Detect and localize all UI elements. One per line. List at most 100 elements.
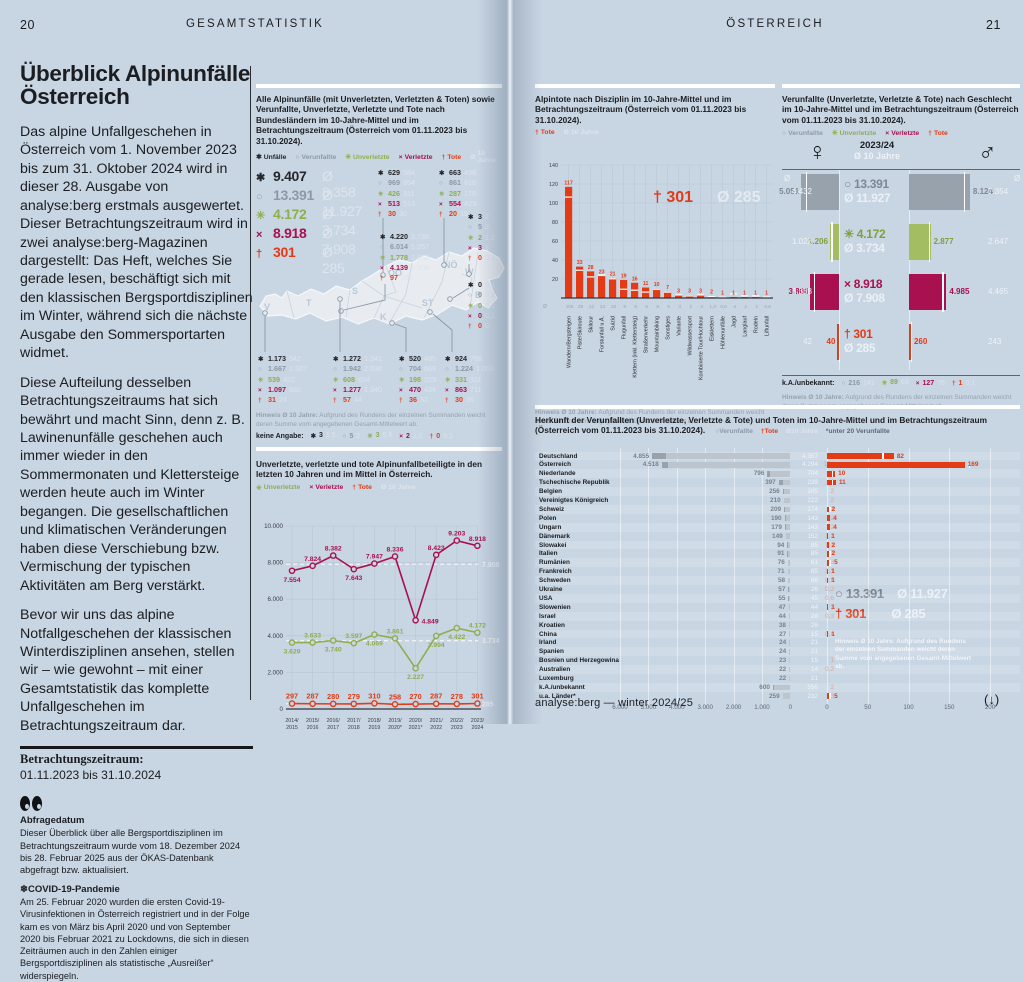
female-bar-unverletzte	[829, 224, 839, 261]
svg-text:7.643: 7.643	[345, 575, 362, 582]
legend-label: Tote	[447, 153, 462, 161]
center-guide	[839, 170, 840, 371]
mean-bar	[789, 586, 790, 593]
female-mean: 3.368	[791, 287, 812, 297]
disziplin-chart: Alpintote nach Disziplin im 10-Jahre-Mit…	[535, 84, 775, 426]
verunfallte-icon: ○	[782, 129, 787, 137]
metric-icon: ○	[439, 180, 443, 188]
origin-row: Italien 91 85 3 2	[535, 549, 1020, 558]
map-label-ST: ST	[422, 298, 434, 308]
svg-text:3.629: 3.629	[283, 648, 300, 655]
axis-label: 3.000	[697, 703, 713, 711]
legend-label: Tote	[933, 129, 948, 137]
legend-label: Unverletzte	[839, 129, 877, 137]
svg-text:106: 106	[566, 304, 574, 309]
origin-row: Ungarn 179 143 2 4	[535, 522, 1020, 532]
svg-text:10.000: 10.000	[264, 523, 283, 530]
state-value: 520	[409, 354, 421, 364]
state-mean: 24	[279, 394, 287, 404]
male-bar-verunfallte	[909, 174, 970, 211]
state-mean: 854	[403, 178, 415, 188]
svg-text:2: 2	[755, 304, 758, 309]
ka-mean: 2	[356, 433, 361, 441]
grid-line	[949, 447, 951, 705]
tote-mean-tick	[882, 453, 884, 459]
state-row: ✱ 1.173 942	[258, 354, 307, 364]
state-mean: 32	[420, 394, 428, 404]
ka-mean: 0,1	[443, 433, 453, 441]
mean-bar	[785, 515, 790, 522]
verunfallte-mean: 174	[807, 505, 818, 513]
tote-bar	[827, 542, 829, 548]
eyes-icon	[20, 796, 253, 812]
country-label: k.A./unbekannt	[539, 683, 585, 691]
center-guide	[909, 170, 910, 371]
state-mean: 498	[464, 168, 476, 178]
country-label: Israel	[539, 612, 556, 620]
metric-icon: ✱	[468, 282, 474, 290]
state-row: ✱ 3 2	[468, 212, 495, 222]
tote-mean: Ø 285	[888, 605, 926, 621]
state-mean: 30	[399, 208, 407, 218]
verunfallte-value: 71	[777, 568, 785, 576]
state-mean: 2.038	[364, 364, 382, 374]
state-borders	[286, 252, 479, 323]
tote-value: 1	[831, 603, 835, 611]
article-paragraph: Diese Aufteilung desselben Betrachtungsz…	[20, 374, 245, 594]
female-value: 5.051	[779, 187, 800, 197]
state-row: † 0 0,1	[468, 253, 495, 263]
legend-item: ○Verunfallte	[295, 154, 336, 161]
map-chart-legend: ✱ Unfälle ○ Verunfallte ✳ Unverletzte × Verletz…	[256, 150, 502, 164]
verunfallte-value: 4.855	[633, 452, 650, 460]
tote-mean: 2	[830, 514, 834, 522]
state-mean: 1.341	[364, 354, 382, 364]
center-value: † 301	[844, 327, 873, 342]
svg-text:278: 278	[451, 692, 463, 701]
section-rule	[256, 84, 502, 88]
center-label-unverletzte: ✳ 4.172 Ø 3.734	[844, 227, 908, 255]
svg-text:3.994: 3.994	[428, 642, 445, 649]
svg-text:2: 2	[744, 304, 747, 309]
legend-item: ✳ Unverletzte	[256, 484, 300, 492]
geschlecht-canvas: ♀ ♂ 2023/24 Ø 10 Jahre Ø Ø 5.051 8.124 4.432 7.35…	[779, 138, 1020, 416]
svg-text:1: 1	[743, 291, 746, 297]
axis-label: 50	[864, 703, 872, 711]
ka-value: 127	[922, 380, 935, 388]
state-row: † 31 24	[258, 395, 307, 405]
svg-text:3.861: 3.861	[386, 628, 403, 635]
totals-row: ✳ 4.172 Ø 3.734	[256, 206, 356, 238]
female-icon: ♀	[808, 138, 827, 167]
svg-text:16: 16	[632, 276, 638, 282]
verunfallte-mean: 143	[807, 523, 818, 531]
state-mean: 2	[485, 242, 489, 252]
state-block-OÖ: ✱ 629 584 ○ 969 854 ✳ 426 311 × 513 513 † 30 30	[378, 168, 415, 219]
herkunft-chart-title: Herkunft der Verunfallten (Unverletzte, …	[535, 414, 987, 425]
state-value: 1.097	[268, 384, 286, 394]
legend-item: × Verletzte	[399, 154, 433, 161]
legend-label: Verunfallte	[788, 129, 823, 137]
svg-text:8.336: 8.336	[386, 546, 403, 553]
male-bar-unverletzte	[909, 224, 931, 261]
state-row: ○ 969 854	[378, 178, 415, 188]
total-mean: Ø 8.358	[322, 168, 356, 201]
svg-text:6: 6	[645, 304, 648, 309]
metric-icon: ✳	[378, 190, 384, 198]
query-date-heading: Abfragedatum	[20, 815, 85, 827]
verunfallte-value: 94	[777, 541, 785, 549]
verunfallte-value: 44	[778, 612, 786, 620]
ka-mean: 68	[900, 379, 909, 387]
ka-value: 0	[436, 433, 441, 441]
country-label: Polen	[539, 514, 557, 522]
metric-icon: †	[468, 254, 472, 262]
tote-mean: 0,2	[825, 586, 834, 594]
svg-text:297: 297	[286, 691, 298, 700]
country-label: Slowakei	[539, 541, 567, 549]
mean-bar	[785, 506, 790, 513]
query-date-text: Dieser Überblick über alle Bergsportdisz…	[20, 828, 241, 875]
origin-row: Kroatien 38 26	[535, 621, 1020, 630]
grid-line	[867, 447, 869, 705]
tote-icon: †	[928, 129, 932, 137]
svg-text:287: 287	[306, 691, 318, 700]
tote-value: 82	[896, 452, 904, 460]
verunfallte-mean: 143	[807, 514, 818, 522]
